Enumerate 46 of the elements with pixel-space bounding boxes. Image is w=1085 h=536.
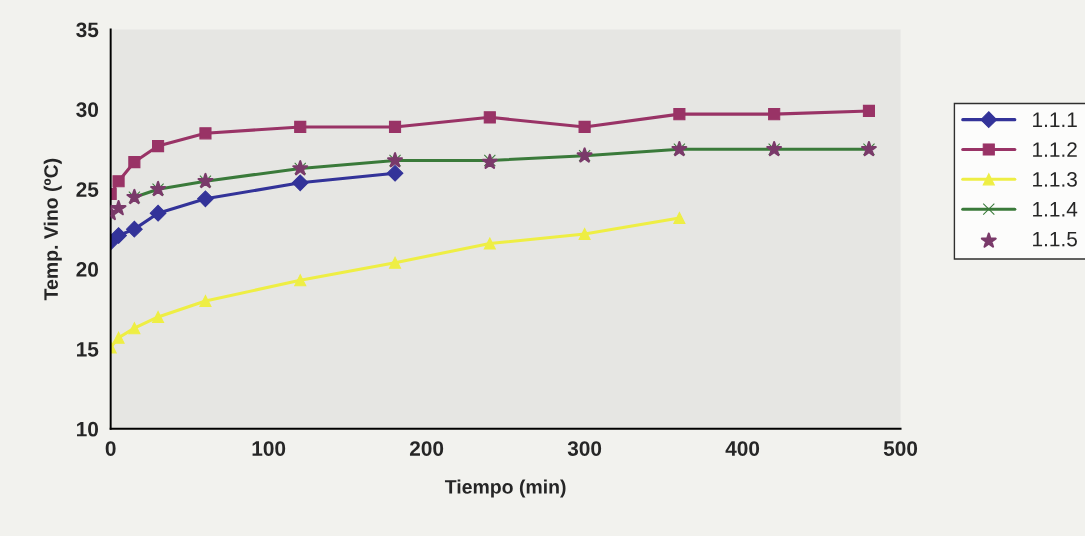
point	[294, 274, 307, 287]
point	[112, 175, 125, 188]
x-tick-label: 400	[725, 441, 760, 456]
point	[125, 220, 143, 238]
x-tick-label: 500	[883, 441, 918, 456]
point	[128, 155, 141, 169]
point	[388, 120, 402, 133]
point	[199, 294, 212, 308]
point	[578, 227, 591, 241]
point	[768, 108, 781, 121]
point	[388, 256, 402, 269]
point	[151, 140, 165, 153]
point	[151, 310, 165, 324]
y-tick-label: 20	[76, 262, 99, 277]
point	[483, 237, 496, 250]
y-tick-label: 10	[77, 421, 99, 437]
point	[291, 174, 309, 192]
x-axis-title: Tiempo (min)	[444, 479, 566, 498]
x-tick-label: 300	[567, 441, 602, 456]
legend-label: 1.1.4	[1033, 202, 1078, 217]
y-axis-title: Temp. Vino (ºC)	[43, 158, 62, 301]
x-tick-label: 0	[105, 441, 116, 456]
legend-label: 1.1.5	[1033, 231, 1077, 247]
point	[673, 211, 686, 225]
point	[483, 111, 496, 124]
y-tick-label: 15	[77, 342, 99, 357]
point	[294, 120, 307, 133]
x-tick-label: 200	[409, 441, 444, 456]
point	[149, 204, 167, 222]
point	[578, 120, 591, 133]
legend-label: 1.1.1	[1033, 112, 1077, 127]
point	[197, 190, 214, 208]
point	[386, 164, 404, 182]
x-tick-label: 100	[252, 441, 286, 456]
y-tick-label: 30	[76, 102, 99, 118]
point	[110, 227, 127, 244]
point	[862, 104, 876, 118]
point	[128, 322, 141, 335]
legend-label: 1.1.3	[1033, 172, 1077, 187]
y-tick-label: 35	[76, 22, 99, 38]
point	[112, 331, 125, 344]
point	[199, 127, 212, 140]
point	[673, 108, 686, 121]
legend-label: 1.1.2	[1033, 142, 1077, 157]
point	[110, 200, 127, 216]
y-tick-label: 25	[76, 182, 99, 197]
